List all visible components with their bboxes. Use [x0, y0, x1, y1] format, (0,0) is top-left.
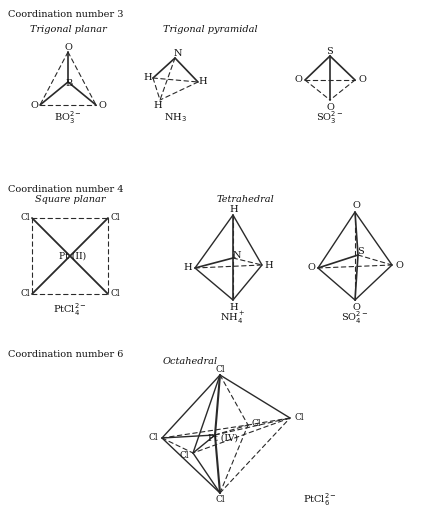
Text: S: S: [327, 47, 333, 55]
Text: Pt (II): Pt (II): [59, 251, 86, 261]
Text: Trigonal pyramidal: Trigonal pyramidal: [163, 26, 257, 34]
Text: O: O: [294, 75, 302, 84]
Text: Pt (IV): Pt (IV): [208, 434, 238, 442]
Text: SO$_3^{2-}$: SO$_3^{2-}$: [316, 110, 344, 126]
Text: SO$_4^{2-}$: SO$_4^{2-}$: [341, 310, 369, 327]
Text: O: O: [358, 75, 366, 84]
Text: Coordination number 3: Coordination number 3: [8, 10, 124, 19]
Text: Cl: Cl: [215, 495, 225, 503]
Text: Cl: Cl: [215, 365, 225, 373]
Text: O: O: [352, 303, 360, 311]
Text: H: H: [230, 303, 238, 311]
Text: Cl: Cl: [110, 289, 120, 298]
Text: PtCl$_6^{2-}$: PtCl$_6^{2-}$: [303, 492, 337, 508]
Text: H: H: [230, 204, 238, 214]
Text: Cl: Cl: [20, 214, 30, 223]
Text: Tetrahedral: Tetrahedral: [216, 196, 274, 204]
Text: H: H: [265, 261, 273, 269]
Text: Octahedral: Octahedral: [163, 357, 217, 367]
Text: O: O: [98, 100, 106, 110]
Text: Cl: Cl: [148, 434, 158, 442]
Text: BO$_3^{2-}$: BO$_3^{2-}$: [54, 110, 82, 126]
Text: Cl: Cl: [251, 418, 261, 428]
Text: O: O: [307, 264, 315, 272]
Text: Square planar: Square planar: [35, 196, 105, 204]
Text: O: O: [64, 44, 72, 53]
Text: S: S: [358, 247, 364, 257]
Text: O: O: [352, 202, 360, 210]
Text: H: H: [154, 101, 162, 111]
Text: NH$_4^+$: NH$_4^+$: [220, 310, 246, 326]
Text: O: O: [395, 261, 403, 269]
Text: H: H: [144, 74, 152, 82]
Text: Cl: Cl: [179, 451, 189, 459]
Text: N: N: [174, 50, 182, 58]
Text: NH$_3$: NH$_3$: [163, 112, 187, 124]
Text: PtCl$_4^{2-}$: PtCl$_4^{2-}$: [53, 302, 87, 318]
Text: H: H: [199, 77, 207, 87]
Text: O: O: [326, 102, 334, 112]
Text: O: O: [30, 100, 38, 110]
Text: Cl: Cl: [294, 414, 304, 422]
Text: B: B: [65, 78, 73, 88]
Text: Cl: Cl: [110, 214, 120, 223]
Text: Coordination number 4: Coordination number 4: [8, 185, 124, 194]
Text: Coordination number 6: Coordination number 6: [8, 350, 123, 359]
Text: N: N: [233, 250, 241, 260]
Text: H: H: [184, 264, 192, 272]
Text: Cl: Cl: [20, 289, 30, 298]
Text: Trigonal planar: Trigonal planar: [30, 26, 107, 34]
